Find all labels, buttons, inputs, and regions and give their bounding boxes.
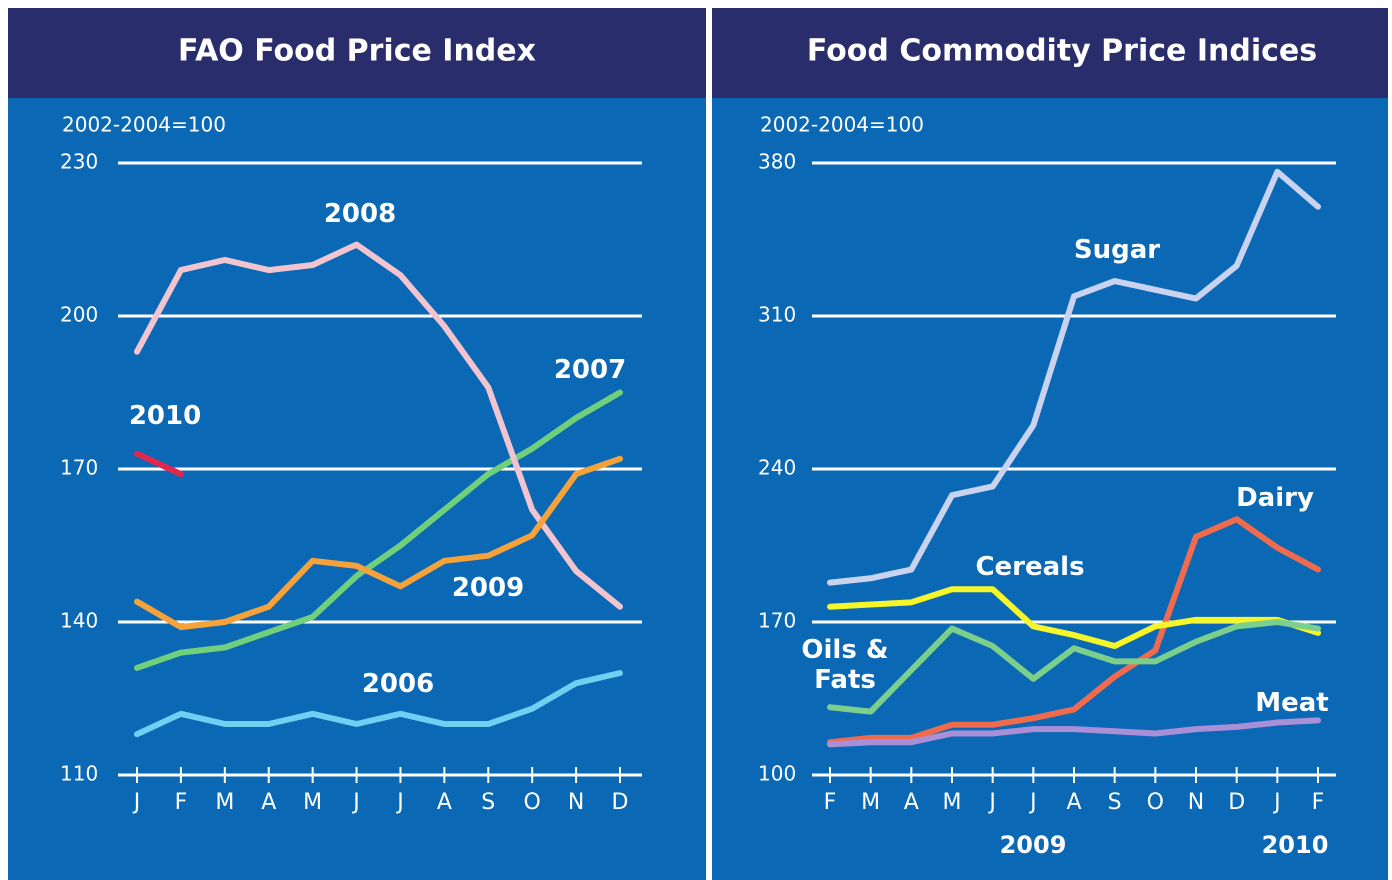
x-tick-label: M	[303, 790, 322, 815]
x-tick-label: M	[943, 790, 962, 815]
y-tick-label: 200	[60, 303, 98, 327]
x-tick-label: O	[1147, 790, 1164, 815]
x-tick-label: A	[437, 790, 452, 815]
series-line	[827, 619, 1321, 715]
x-tick-label: F	[1312, 790, 1325, 815]
y-tick-label: 110	[60, 762, 98, 786]
year-label: 2010	[1262, 831, 1329, 859]
series-label: Dairy	[1236, 483, 1314, 513]
series-label: Cereals	[975, 552, 1085, 582]
series-line	[827, 586, 1321, 650]
y-tick-label: 170	[758, 609, 796, 633]
series-line	[134, 455, 623, 631]
series-line	[134, 670, 623, 738]
series-label: 2006	[361, 669, 435, 699]
x-tick-label: A	[1066, 790, 1081, 815]
series-line	[827, 516, 1321, 746]
series-label: Oils & Fats	[801, 635, 889, 695]
y-tick-label: 100	[758, 762, 796, 786]
y-tick-label: 380	[758, 150, 796, 174]
series-label: Meat	[1255, 688, 1329, 718]
x-tick-label: F	[824, 790, 837, 815]
year-label: 2009	[1000, 831, 1067, 859]
x-tick-label: A	[261, 790, 276, 815]
x-tick-label: N	[1188, 790, 1204, 815]
series-label: Sugar	[1073, 235, 1161, 265]
series-label: 2010	[128, 401, 202, 431]
x-tick-label: D	[1228, 790, 1245, 815]
x-tick-label: D	[612, 790, 629, 815]
subtitle: 2002-2004=100	[62, 113, 226, 137]
x-tick-label: N	[568, 790, 584, 815]
x-tick-label: O	[524, 790, 541, 815]
x-tick-label: J	[1272, 790, 1281, 815]
series-line	[827, 168, 1321, 586]
series-line	[134, 389, 623, 671]
x-tick-label: M	[215, 790, 234, 815]
x-tick-label: M	[861, 790, 880, 815]
panel	[712, 8, 1388, 880]
series-label: 2007	[553, 355, 627, 385]
series-label: 2009	[451, 573, 525, 603]
header	[8, 8, 706, 98]
x-tick-label: F	[175, 790, 188, 815]
y-tick-label: 140	[60, 609, 98, 633]
chart-title: Food Commodity Price Indices	[807, 34, 1317, 69]
y-tick-label: 230	[60, 150, 98, 174]
x-tick-label: J	[132, 790, 141, 815]
subtitle: 2002-2004=100	[760, 113, 924, 137]
x-tick-label: S	[481, 790, 495, 815]
x-tick-label: J	[351, 790, 360, 815]
series-line	[827, 717, 1321, 748]
chart-title: FAO Food Price Index	[178, 34, 536, 69]
x-tick-label: J	[1028, 790, 1037, 815]
x-tick-label: S	[1108, 790, 1122, 815]
y-tick-label: 170	[60, 456, 98, 480]
header	[712, 8, 1388, 98]
x-tick-label: J	[395, 790, 404, 815]
series-line	[134, 450, 184, 478]
x-tick-label: A	[904, 790, 919, 815]
series-label: 2008	[323, 199, 397, 229]
x-tick-label: J	[987, 790, 996, 815]
y-tick-label: 310	[758, 303, 796, 327]
panel	[8, 8, 706, 880]
y-tick-label: 240	[758, 456, 796, 480]
